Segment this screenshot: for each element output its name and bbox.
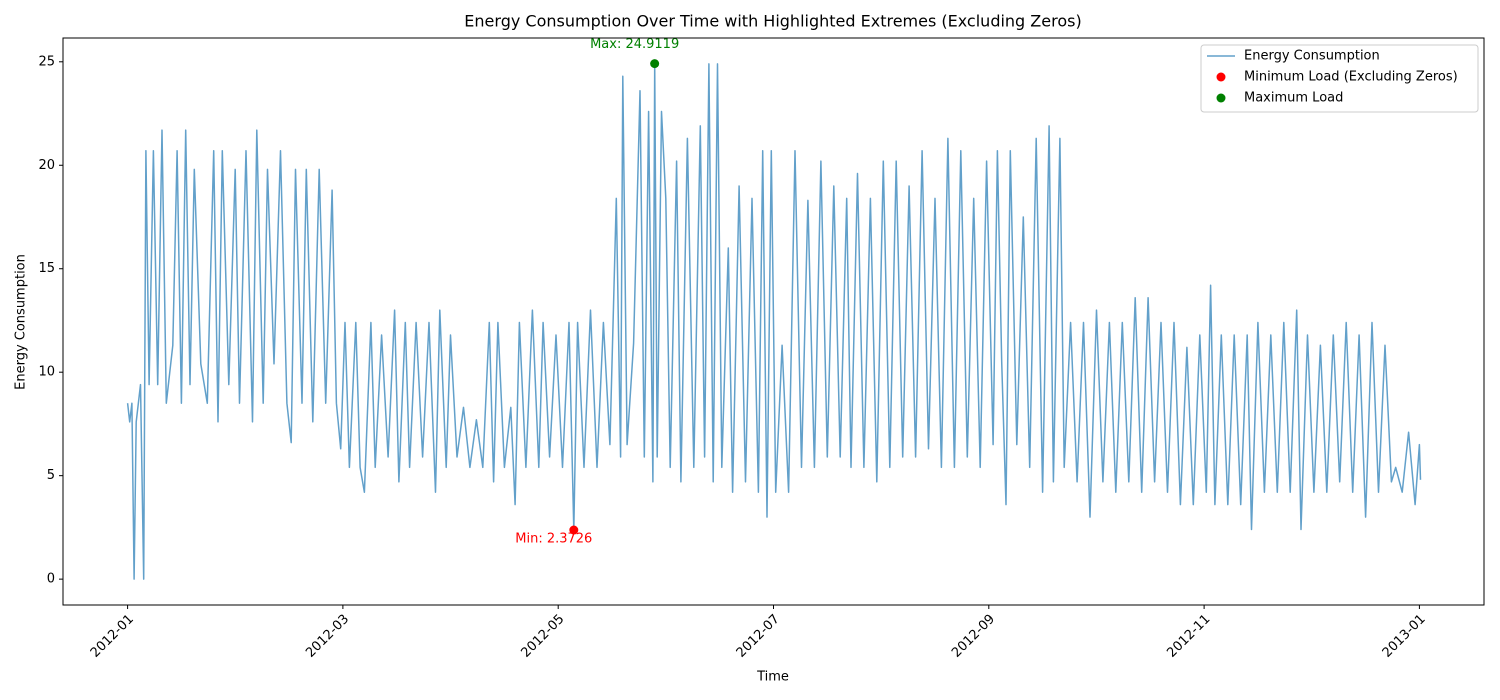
annotation: Max: 24.9119 — [590, 37, 679, 52]
plot-frame — [62, 37, 1485, 606]
chart-title: Energy Consumption Over Time with Highli… — [464, 12, 1081, 31]
legend: Energy Consumption Minimum Load (Excludin… — [1200, 44, 1479, 113]
legend-label: Energy Consumption — [1244, 49, 1380, 64]
y-tick-label: 0 — [47, 572, 55, 587]
x-axis-label: Time — [756, 670, 789, 685]
legend-label: Maximum Load — [1244, 91, 1343, 106]
y-tick-label: 20 — [38, 158, 55, 173]
y-axis-label: Energy Consumption — [14, 254, 29, 390]
y-tick-label: 25 — [38, 54, 55, 69]
annotation: Min: 2.3726 — [515, 532, 592, 547]
y-tick-label: 15 — [38, 261, 55, 276]
y-tick-label: 5 — [47, 468, 55, 483]
scatter-point — [650, 59, 660, 69]
y-tick-label: 10 — [38, 365, 55, 380]
legend-swatch — [1216, 93, 1226, 103]
line-series — [126, 62, 1422, 580]
scatter-point — [569, 525, 579, 535]
legend-label: Minimum Load (Excluding Zeros) — [1244, 70, 1458, 85]
legend-swatch — [1216, 72, 1226, 82]
legend-box — [1200, 44, 1479, 113]
